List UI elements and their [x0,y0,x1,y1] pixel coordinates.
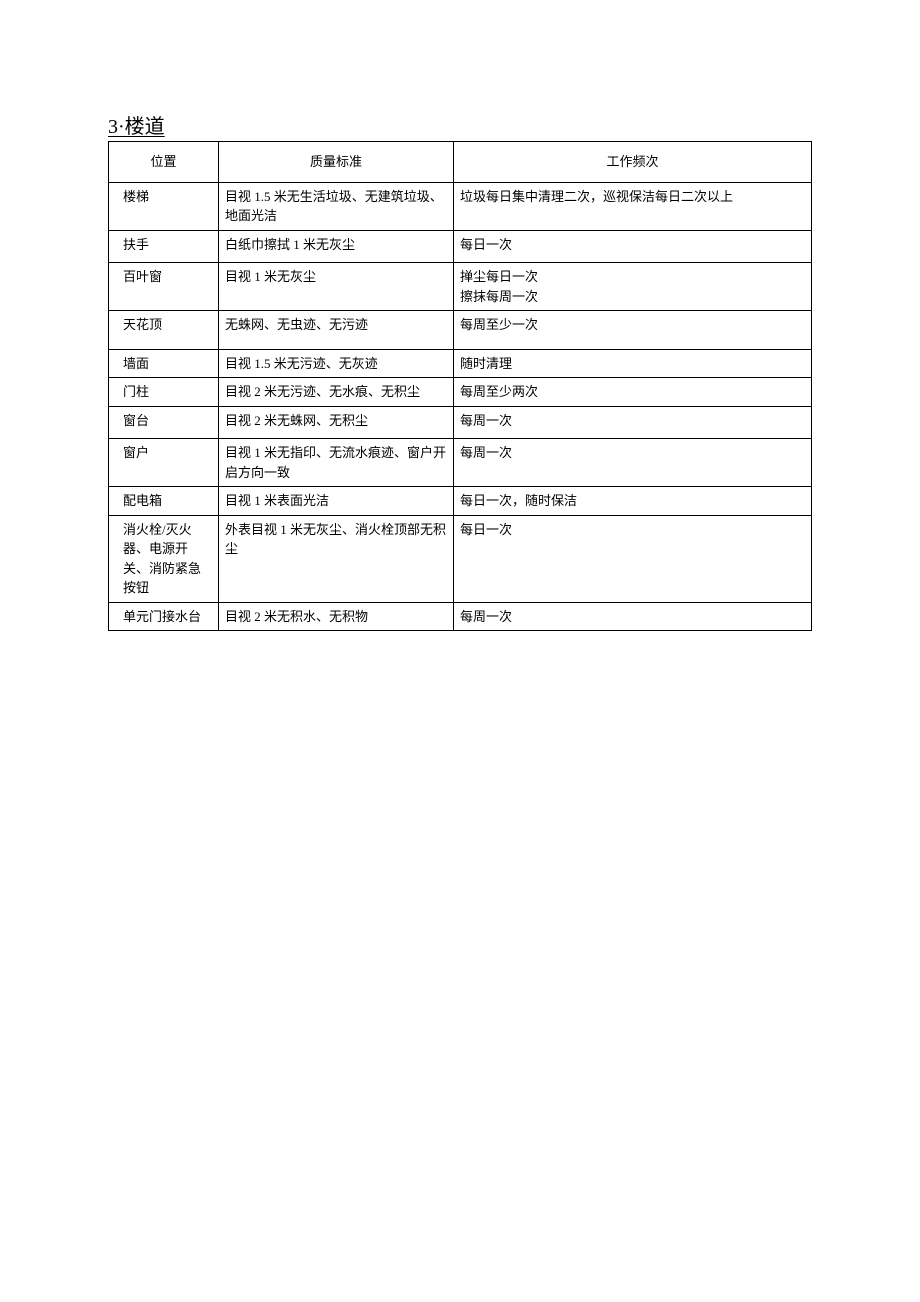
table-row: 百叶窗 目视 1 米无灰尘 掸尘每日一次擦抹每周一次 [109,263,812,311]
column-header-position: 位置 [109,142,219,183]
cell-frequency: 每周一次 [454,602,812,631]
table-row: 楼梯 目视 1.5 米无生活垃圾、无建筑垃圾、地面光洁 垃圾每日集中清理二次，巡… [109,182,812,230]
cell-position: 百叶窗 [109,263,219,311]
cell-frequency: 每周至少两次 [454,378,812,407]
cell-position: 扶手 [109,230,219,263]
table-row: 配电箱 目视 1 米表面光洁 每日一次，随时保洁 [109,487,812,516]
table-row: 单元门接水台 目视 2 米无积水、无积物 每周一次 [109,602,812,631]
cell-standard: 白纸巾擦拭 1 米无灰尘 [219,230,454,263]
table-row: 窗台 目视 2 米无蛛网、无积尘 每周一次 [109,406,812,439]
cell-standard: 目视 2 米无积水、无积物 [219,602,454,631]
cell-standard: 目视 2 米无污迹、无水痕、无积尘 [219,378,454,407]
table-row: 窗户 目视 1 米无指印、无流水痕迹、窗户开启方向一致 每周一次 [109,439,812,487]
cell-standard: 目视 1 米无灰尘 [219,263,454,311]
cell-standard: 无蛛网、无虫迹、无污迹 [219,311,454,350]
cell-frequency: 垃圾每日集中清理二次，巡视保洁每日二次以上 [454,182,812,230]
cell-standard: 目视 2 米无蛛网、无积尘 [219,406,454,439]
cell-frequency: 每周一次 [454,406,812,439]
cell-position: 天花顶 [109,311,219,350]
section-title: 3·楼道 [108,110,812,139]
cell-frequency: 每周一次 [454,439,812,487]
cell-standard: 目视 1.5 米无生活垃圾、无建筑垃圾、地面光洁 [219,182,454,230]
table-row: 扶手 白纸巾擦拭 1 米无灰尘 每日一次 [109,230,812,263]
cell-frequency: 每日一次 [454,515,812,602]
cell-position: 墙面 [109,349,219,378]
cell-position: 单元门接水台 [109,602,219,631]
cell-position: 配电箱 [109,487,219,516]
table-row: 天花顶 无蛛网、无虫迹、无污迹 每周至少一次 [109,311,812,350]
cell-standard: 目视 1 米表面光洁 [219,487,454,516]
cell-standard: 外表目视 1 米无灰尘、消火栓顶部无积尘 [219,515,454,602]
column-header-frequency: 工作频次 [454,142,812,183]
cell-position: 窗户 [109,439,219,487]
cell-frequency: 每日一次 [454,230,812,263]
table-row: 墙面 目视 1.5 米无污迹、无灰迹 随时清理 [109,349,812,378]
cell-frequency: 掸尘每日一次擦抹每周一次 [454,263,812,311]
cell-frequency: 每周至少一次 [454,311,812,350]
cell-position: 门柱 [109,378,219,407]
cell-position: 消火栓/灭火器、电源开关、消防紧急按钮 [109,515,219,602]
cell-frequency: 每日一次，随时保洁 [454,487,812,516]
cell-standard: 目视 1 米无指印、无流水痕迹、窗户开启方向一致 [219,439,454,487]
cell-standard: 目视 1.5 米无污迹、无灰迹 [219,349,454,378]
table-row: 门柱 目视 2 米无污迹、无水痕、无积尘 每周至少两次 [109,378,812,407]
corridor-standards-table: 位置 质量标准 工作频次 楼梯 目视 1.5 米无生活垃圾、无建筑垃圾、地面光洁… [108,141,812,631]
table-row: 消火栓/灭火器、电源开关、消防紧急按钮 外表目视 1 米无灰尘、消火栓顶部无积尘… [109,515,812,602]
cell-position: 窗台 [109,406,219,439]
column-header-standard: 质量标准 [219,142,454,183]
cell-position: 楼梯 [109,182,219,230]
table-header-row: 位置 质量标准 工作频次 [109,142,812,183]
cell-frequency: 随时清理 [454,349,812,378]
